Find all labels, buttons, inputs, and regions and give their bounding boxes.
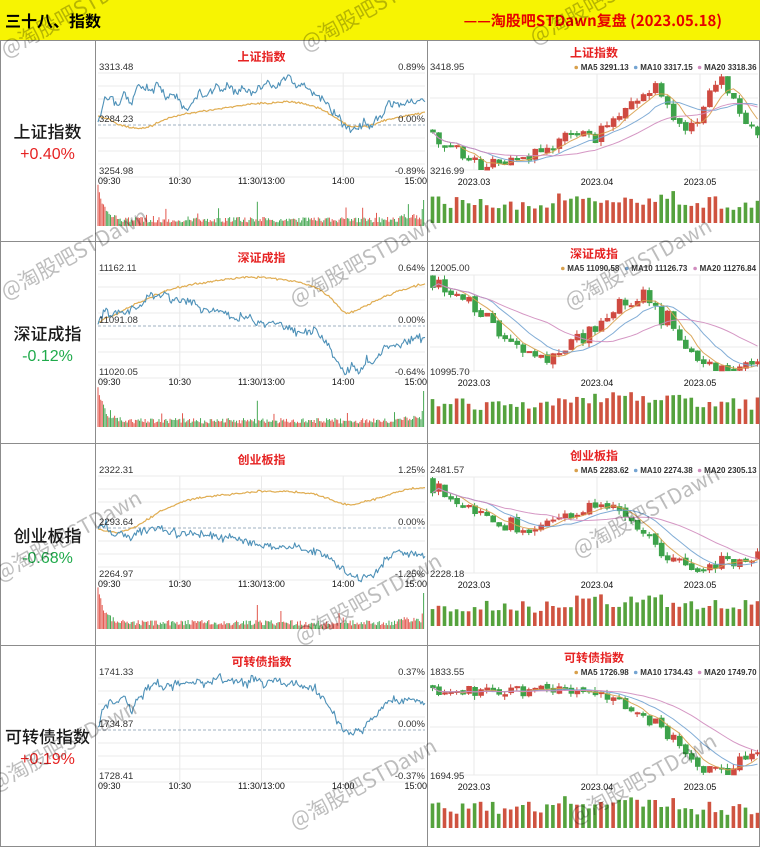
svg-text:2293.64: 2293.64 bbox=[99, 517, 133, 528]
svg-text:14:00: 14:00 bbox=[331, 579, 354, 589]
svg-text:-0.68%: -0.68% bbox=[22, 550, 73, 567]
svg-text:1741.33: 1741.33 bbox=[99, 667, 133, 678]
svg-text:+0.40%: +0.40% bbox=[20, 146, 75, 163]
svg-text:11:30/13:00: 11:30/13:00 bbox=[238, 781, 285, 791]
svg-text:15:00: 15:00 bbox=[404, 176, 427, 186]
svg-text:+0.19%: +0.19% bbox=[20, 751, 75, 768]
svg-text:15:00: 15:00 bbox=[404, 579, 427, 589]
svg-text:MA20 2305.13: MA20 2305.13 bbox=[704, 466, 757, 475]
svg-text:1734.87: 1734.87 bbox=[99, 719, 133, 730]
svg-text:2481.57: 2481.57 bbox=[430, 465, 464, 476]
svg-text:MA5 3291.13: MA5 3291.13 bbox=[581, 63, 630, 72]
svg-text:2023.04: 2023.04 bbox=[581, 177, 614, 187]
svg-text:09:30: 09:30 bbox=[98, 579, 121, 589]
svg-text:2023.05: 2023.05 bbox=[684, 378, 717, 388]
svg-text:2264.97: 2264.97 bbox=[99, 569, 133, 580]
svg-text:3284.23: 3284.23 bbox=[99, 114, 133, 125]
svg-text:2322.31: 2322.31 bbox=[99, 465, 133, 476]
svg-text:10:30: 10:30 bbox=[168, 176, 191, 186]
svg-text:14:00: 14:00 bbox=[331, 781, 354, 791]
svg-text:2023.03: 2023.03 bbox=[458, 177, 491, 187]
svg-text:0.00%: 0.00% bbox=[398, 315, 425, 326]
svg-text:0.89%: 0.89% bbox=[398, 62, 425, 73]
svg-text:MA20 3318.36: MA20 3318.36 bbox=[704, 63, 757, 72]
svg-text:0.00%: 0.00% bbox=[398, 517, 425, 528]
svg-text:14:00: 14:00 bbox=[331, 377, 354, 387]
svg-text:MA20 11276.84: MA20 11276.84 bbox=[700, 264, 757, 273]
svg-text:09:30: 09:30 bbox=[98, 781, 121, 791]
svg-text:14:00: 14:00 bbox=[331, 176, 354, 186]
svg-text:0.00%: 0.00% bbox=[398, 719, 425, 730]
svg-text:MA10 2274.38: MA10 2274.38 bbox=[640, 466, 693, 475]
svg-text:11:30/13:00: 11:30/13:00 bbox=[238, 176, 285, 186]
svg-text:3216.99: 3216.99 bbox=[430, 166, 464, 177]
svg-text:11:30/13:00: 11:30/13:00 bbox=[238, 579, 285, 589]
svg-text:11020.05: 11020.05 bbox=[99, 367, 138, 378]
svg-text:0.37%: 0.37% bbox=[398, 667, 425, 678]
svg-text:2023.04: 2023.04 bbox=[581, 580, 614, 590]
svg-text:2023.05: 2023.05 bbox=[684, 580, 717, 590]
svg-text:2023.03: 2023.03 bbox=[458, 580, 491, 590]
svg-text:11:30/13:00: 11:30/13:00 bbox=[238, 377, 285, 387]
svg-text:2228.18: 2228.18 bbox=[430, 569, 464, 580]
svg-text:MA10 1734.43: MA10 1734.43 bbox=[640, 668, 693, 677]
svg-text:MA5 1726.98: MA5 1726.98 bbox=[581, 668, 630, 677]
svg-text:3254.98: 3254.98 bbox=[99, 166, 133, 177]
svg-text:10:30: 10:30 bbox=[168, 579, 191, 589]
svg-text:-0.89%: -0.89% bbox=[394, 166, 425, 177]
svg-text:3313.48: 3313.48 bbox=[99, 62, 133, 73]
svg-text:0.00%: 0.00% bbox=[398, 114, 425, 125]
svg-text:11091.08: 11091.08 bbox=[99, 315, 138, 326]
svg-text:-0.64%: -0.64% bbox=[394, 367, 425, 378]
svg-text:2023.05: 2023.05 bbox=[684, 177, 717, 187]
svg-text:3418.95: 3418.95 bbox=[430, 62, 464, 73]
svg-text:10995.70: 10995.70 bbox=[430, 367, 470, 378]
svg-text:2023.04: 2023.04 bbox=[581, 782, 614, 792]
svg-text:2023.04: 2023.04 bbox=[581, 378, 614, 388]
svg-text:12005.00: 12005.00 bbox=[430, 263, 470, 274]
svg-text:11162.11: 11162.11 bbox=[99, 263, 137, 274]
svg-text:2023.05: 2023.05 bbox=[684, 782, 717, 792]
svg-text:09:30: 09:30 bbox=[98, 176, 121, 186]
svg-text:10:30: 10:30 bbox=[168, 377, 191, 387]
svg-text:MA5 2283.62: MA5 2283.62 bbox=[581, 466, 630, 475]
svg-text:0.64%: 0.64% bbox=[398, 263, 425, 274]
svg-text:MA20 1749.70: MA20 1749.70 bbox=[704, 668, 757, 677]
svg-text:2023.03: 2023.03 bbox=[458, 378, 491, 388]
svg-text:-0.37%: -0.37% bbox=[394, 771, 425, 782]
svg-text:15:00: 15:00 bbox=[404, 377, 427, 387]
svg-text:2023.03: 2023.03 bbox=[458, 782, 491, 792]
svg-text:MA10 3317.15: MA10 3317.15 bbox=[640, 63, 693, 72]
svg-text:MA5 11090.58: MA5 11090.58 bbox=[567, 264, 620, 273]
svg-text:MA10 11126.73: MA10 11126.73 bbox=[631, 264, 688, 273]
svg-text:15:00: 15:00 bbox=[404, 781, 427, 791]
svg-text:1728.41: 1728.41 bbox=[99, 771, 133, 782]
svg-text:1.25%: 1.25% bbox=[398, 465, 425, 476]
svg-text:1694.95: 1694.95 bbox=[430, 771, 464, 782]
svg-text:-0.12%: -0.12% bbox=[22, 348, 73, 365]
svg-text:09:30: 09:30 bbox=[98, 377, 121, 387]
svg-text:1833.55: 1833.55 bbox=[430, 667, 464, 678]
svg-text:10:30: 10:30 bbox=[168, 781, 191, 791]
